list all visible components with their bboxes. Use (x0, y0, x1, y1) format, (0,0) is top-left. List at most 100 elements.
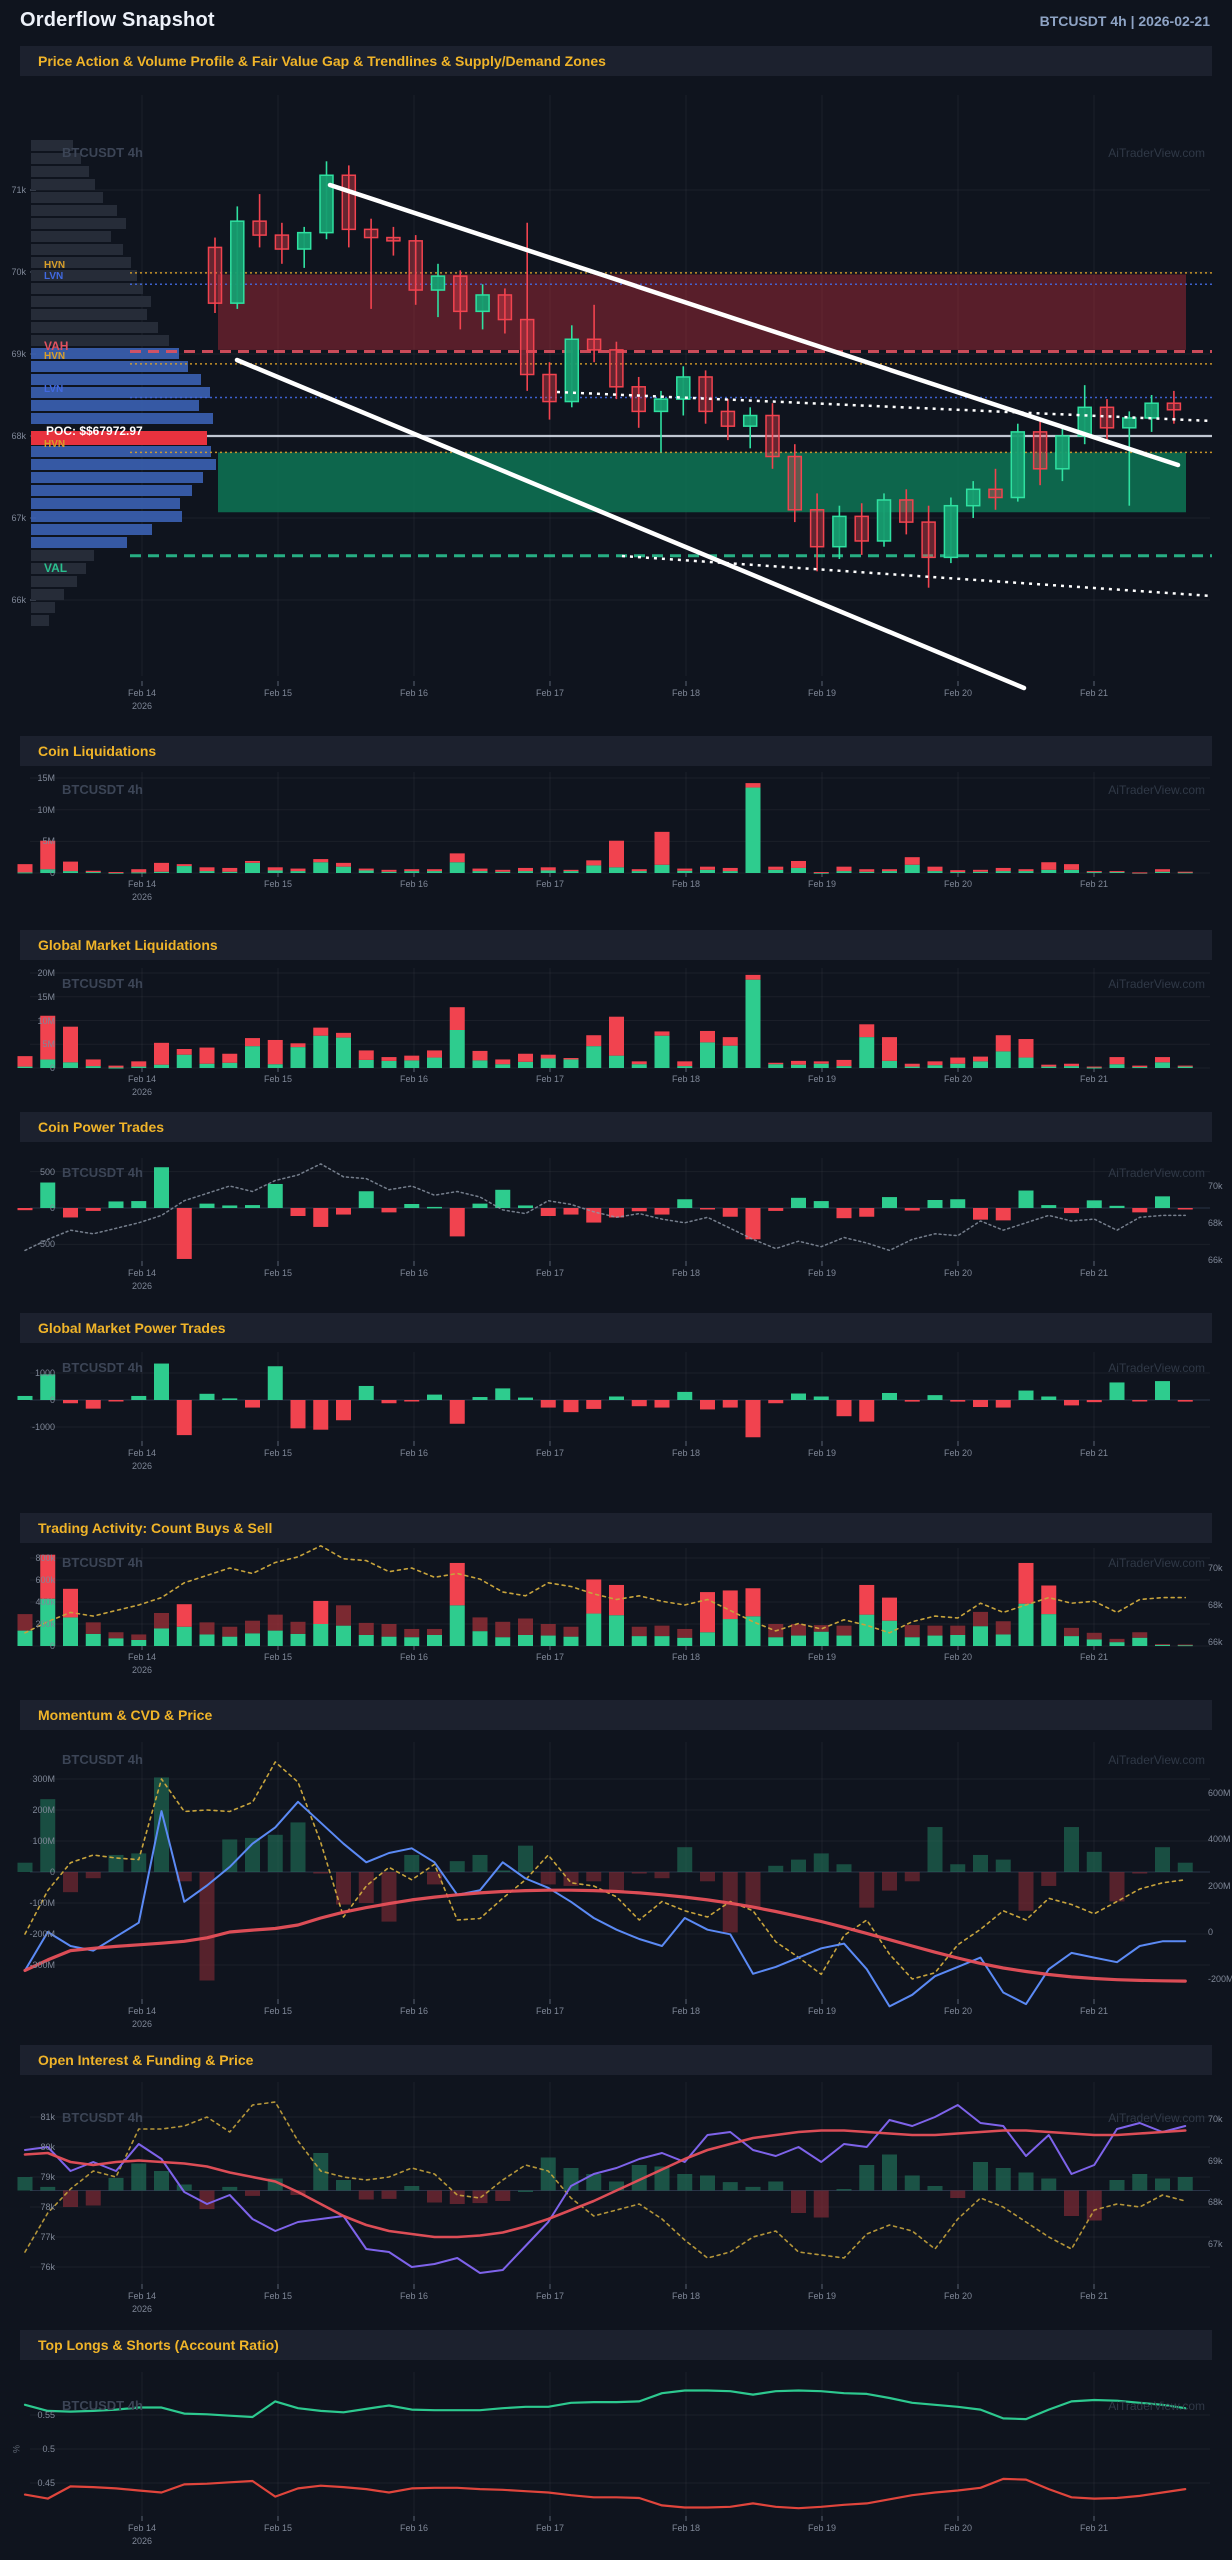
x-axis-label: Feb 16 (399, 1268, 429, 1278)
watermark-site: AiTraderView.com (1108, 2111, 1205, 2125)
x-axis-label: Feb 14 (127, 1074, 157, 1084)
symbol-timeframe-date: BTCUSDT 4h | 2026-02-21 (1039, 13, 1210, 29)
y-axis-label: 76k (40, 2262, 55, 2272)
y-axis-label: 15M (37, 773, 55, 784)
x-axis-label: Feb 18 (671, 879, 701, 889)
x-axis-label: Feb 19 (807, 879, 837, 889)
level-label-hvn: HVN (44, 439, 66, 451)
y-axis-label: 78k (40, 2202, 55, 2212)
x-axis-label: Feb 19 (807, 2291, 837, 2301)
y-axis-label: -300M (29, 1960, 55, 1970)
y-axis-label: 0.45 (37, 2478, 55, 2488)
y-axis-label: 100M (32, 1836, 55, 1846)
x-axis-label: Feb 14 (127, 688, 157, 698)
y-axis-label: 0 (49, 868, 55, 878)
y-axis-label: -100M (29, 1898, 55, 1908)
right-y-axis-label: 67k (1208, 2238, 1223, 2249)
right-y-axis-label: 70k (1208, 1181, 1223, 1191)
x-axis-year-label: 2026 (131, 2019, 153, 2029)
right-y-axis-label: 69k (1208, 2155, 1223, 2166)
x-axis-label: Feb 21 (1079, 1074, 1109, 1084)
x-axis-label: Feb 14 (127, 1448, 157, 1458)
right-y-axis-label: 68k (1208, 2197, 1223, 2207)
x-axis-label: Feb 17 (535, 1268, 565, 1278)
x-axis-label: Feb 14 (127, 2006, 157, 2016)
y-axis-label: 80k (40, 2142, 55, 2152)
y-axis-label: 300M (32, 1774, 55, 1784)
y-axis-label: 5M (42, 1039, 55, 1050)
x-axis-label: Feb 16 (399, 2291, 429, 2301)
y-axis-label: 79k (40, 2172, 55, 2182)
x-axis-label: Feb 20 (943, 1074, 973, 1084)
watermark-site: AiTraderView.com (1108, 2399, 1205, 2413)
y-axis-label: 10M (37, 804, 55, 815)
right-y-axis-label: 68k (1208, 1600, 1223, 1610)
right-y-axis-label: 70k (1208, 2114, 1223, 2124)
watermark-symbol: BTCUSDT 4h (62, 1752, 143, 1767)
price-axis-label: 66k (11, 595, 26, 605)
x-axis-label: Feb 15 (263, 1074, 293, 1084)
x-axis-year-label: 2026 (131, 1461, 153, 1471)
poc-label: POC: $$67972.97 (46, 424, 143, 438)
x-axis-label: Feb 21 (1079, 1448, 1109, 1458)
x-axis-label: Feb 17 (535, 688, 565, 698)
y-axis-label: 20M (37, 968, 55, 978)
x-axis-year-label: 2026 (131, 2536, 153, 2546)
panel-title-open-interest: Open Interest & Funding & Price (20, 2045, 1212, 2075)
x-axis-label: Feb 20 (943, 688, 973, 698)
x-axis-label: Feb 20 (943, 2523, 973, 2533)
x-axis-label: Feb 18 (671, 1448, 701, 1458)
x-axis-label: Feb 16 (399, 1074, 429, 1084)
x-axis-label: Feb 21 (1079, 1268, 1109, 1278)
x-axis-year-label: 2026 (131, 701, 153, 711)
price-axis-label: 68k (11, 431, 26, 441)
x-axis-label: Feb 16 (399, 1448, 429, 1458)
y-axis-label: 0 (49, 1203, 55, 1213)
x-axis-label: Feb 14 (127, 1652, 157, 1662)
x-axis-label: Feb 16 (399, 2006, 429, 2016)
x-axis-label: Feb 17 (535, 2291, 565, 2301)
x-axis-label: Feb 18 (671, 2523, 701, 2533)
y-axis-label: 77k (40, 2232, 55, 2242)
x-axis-label: Feb 17 (535, 1074, 565, 1084)
x-axis-label: Feb 19 (807, 1652, 837, 1662)
panel-title-trading-activity: Trading Activity: Count Buys & Sell (20, 1513, 1212, 1543)
right-y-axis-label: 70k (1208, 1563, 1223, 1573)
watermark-symbol: BTCUSDT 4h (62, 782, 143, 797)
x-axis-label: Feb 17 (535, 2006, 565, 2016)
x-axis-label: Feb 18 (671, 1652, 701, 1662)
price-axis-label: 71k (11, 185, 26, 195)
watermark-symbol: BTCUSDT 4h (62, 976, 143, 991)
x-axis-label: Feb 15 (263, 1268, 293, 1278)
x-axis-label: Feb 20 (943, 2291, 973, 2301)
right-y-axis-label: 200M (1208, 1880, 1231, 1891)
x-axis-year-label: 2026 (131, 1087, 153, 1097)
page-title: Orderflow Snapshot (20, 9, 215, 31)
x-axis-label: Feb 17 (535, 879, 565, 889)
x-axis-year-label: 2026 (131, 892, 153, 902)
level-label-vah: VAH (44, 338, 69, 353)
price-axis-label: 69k (11, 349, 26, 359)
x-axis-label: Feb 19 (807, 2006, 837, 2016)
x-axis-label: Feb 14 (127, 879, 157, 889)
watermark-symbol: BTCUSDT 4h (62, 1555, 143, 1570)
level-label-lvn: LVN (44, 271, 64, 283)
watermark-site: AiTraderView.com (1108, 1361, 1205, 1375)
watermark-site: AiTraderView.com (1108, 783, 1205, 797)
x-axis-label: Feb 15 (263, 2006, 293, 2016)
right-y-axis-label: 68k (1208, 1217, 1223, 1228)
x-axis-label: Feb 19 (807, 1268, 837, 1278)
x-axis-label: Feb 20 (943, 879, 973, 889)
y-axis-label: 600k (35, 1575, 55, 1585)
level-label-val: VAL (44, 560, 68, 575)
price-axis-label: 67k (11, 513, 26, 523)
x-axis-label: Feb 15 (263, 2291, 293, 2301)
y-axis-label: 0.55 (37, 2410, 55, 2420)
x-axis-label: Feb 15 (263, 2523, 293, 2533)
y-axis-label: 200M (32, 1805, 55, 1815)
x-axis-year-label: 2026 (131, 2304, 153, 2314)
panel-title-momentum-cvd: Momentum & CVD & Price (20, 1700, 1212, 1730)
x-axis-label: Feb 21 (1079, 2291, 1109, 2301)
